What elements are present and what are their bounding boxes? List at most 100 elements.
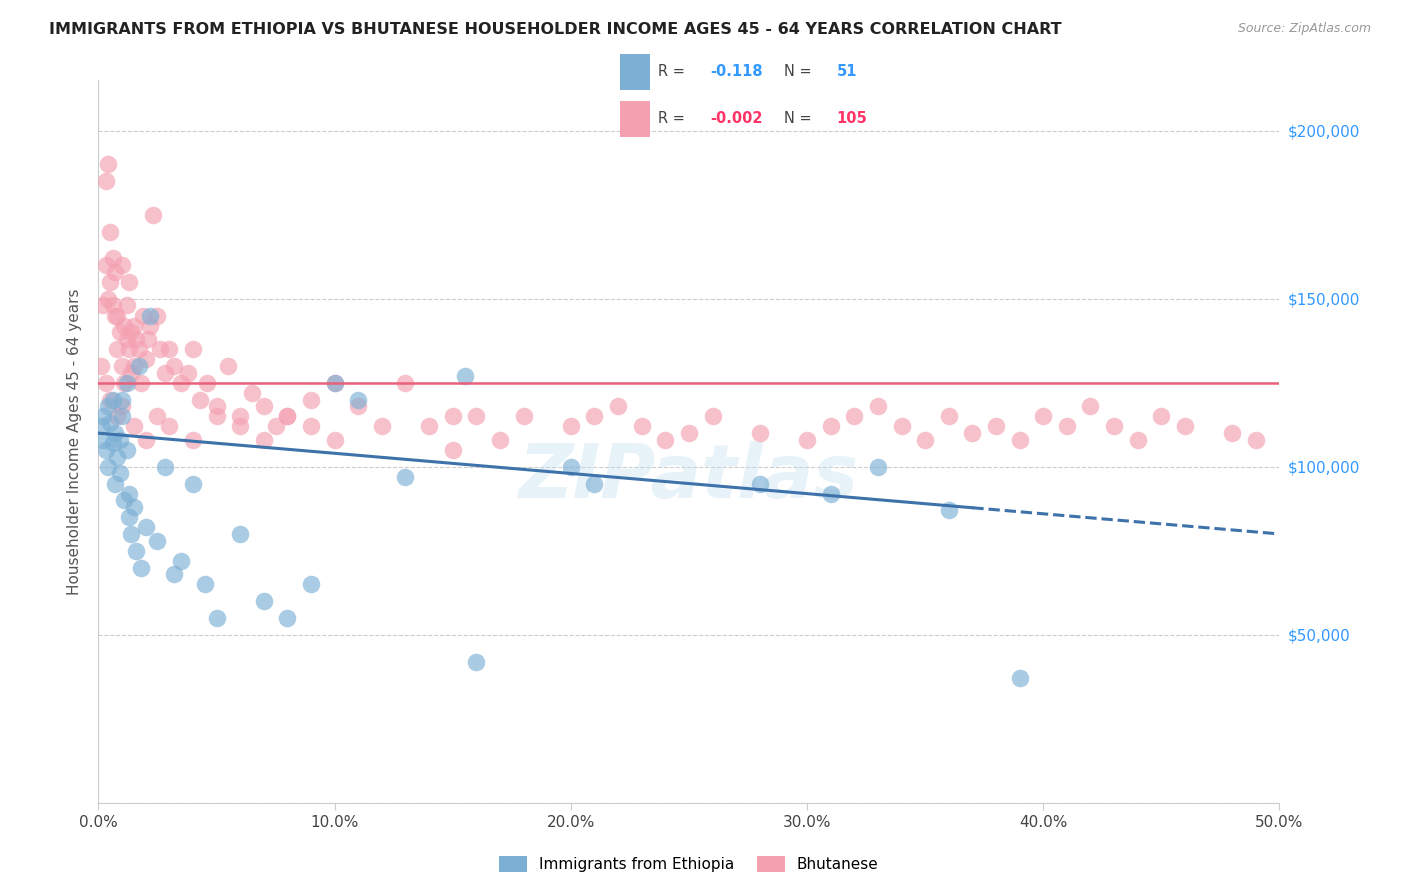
Point bbox=[115, 376, 138, 390]
Point bbox=[94, 174, 117, 188]
Point bbox=[1174, 419, 1197, 434]
Text: R =: R = bbox=[658, 64, 685, 79]
Point bbox=[139, 309, 162, 323]
Point bbox=[91, 433, 114, 447]
Point bbox=[560, 419, 582, 434]
Text: IMMIGRANTS FROM ETHIOPIA VS BHUTANESE HOUSEHOLDER INCOME AGES 45 - 64 YEARS CORR: IMMIGRANTS FROM ETHIOPIA VS BHUTANESE HO… bbox=[49, 22, 1062, 37]
Point bbox=[90, 359, 112, 373]
Point bbox=[101, 436, 124, 450]
Point bbox=[98, 275, 121, 289]
Bar bbox=[620, 101, 650, 137]
Point bbox=[108, 467, 131, 481]
Point bbox=[678, 426, 700, 441]
Point bbox=[394, 376, 416, 390]
Point bbox=[630, 419, 652, 434]
Point bbox=[94, 376, 117, 390]
Point bbox=[135, 433, 157, 447]
Point bbox=[118, 486, 141, 500]
Point bbox=[115, 298, 138, 312]
Point bbox=[984, 419, 1007, 434]
Point bbox=[181, 476, 204, 491]
Point bbox=[188, 392, 211, 407]
Point bbox=[583, 476, 606, 491]
Point bbox=[240, 385, 263, 400]
Point bbox=[1126, 433, 1149, 447]
Point bbox=[607, 399, 630, 413]
Point bbox=[938, 503, 960, 517]
Point bbox=[1080, 399, 1102, 413]
Point bbox=[146, 533, 169, 548]
Point bbox=[170, 554, 193, 568]
Point bbox=[97, 459, 120, 474]
Legend: Immigrants from Ethiopia, Bhutanese: Immigrants from Ethiopia, Bhutanese bbox=[494, 850, 884, 879]
Text: 51: 51 bbox=[837, 64, 856, 79]
Point bbox=[132, 309, 155, 323]
Point bbox=[111, 359, 134, 373]
Point bbox=[181, 342, 204, 356]
Point bbox=[104, 426, 127, 441]
Point bbox=[105, 450, 128, 464]
Point bbox=[276, 409, 298, 424]
Point bbox=[111, 258, 134, 272]
Point bbox=[181, 433, 204, 447]
Text: -0.118: -0.118 bbox=[710, 64, 763, 79]
Point bbox=[1008, 433, 1031, 447]
Point bbox=[654, 433, 676, 447]
Point bbox=[962, 426, 984, 441]
Point bbox=[820, 486, 842, 500]
Point bbox=[264, 419, 287, 434]
Point bbox=[125, 543, 148, 558]
Point bbox=[441, 442, 464, 457]
Point bbox=[121, 366, 143, 380]
Point bbox=[104, 265, 127, 279]
Point bbox=[105, 342, 128, 356]
Point bbox=[157, 419, 180, 434]
Point bbox=[866, 459, 889, 474]
Point bbox=[139, 318, 162, 333]
Point bbox=[121, 326, 143, 340]
Point bbox=[323, 433, 346, 447]
Point bbox=[299, 419, 322, 434]
Point bbox=[177, 366, 200, 380]
Point bbox=[112, 493, 135, 508]
Bar bbox=[620, 54, 650, 90]
Point bbox=[112, 318, 135, 333]
Point bbox=[129, 376, 152, 390]
Point bbox=[465, 409, 488, 424]
Point bbox=[299, 392, 322, 407]
Point bbox=[229, 409, 252, 424]
Point bbox=[748, 476, 770, 491]
Point bbox=[441, 409, 464, 424]
Point bbox=[128, 342, 150, 356]
Point bbox=[702, 409, 724, 424]
Point bbox=[112, 376, 135, 390]
Point bbox=[98, 416, 121, 430]
Point bbox=[1102, 419, 1125, 434]
Point bbox=[122, 419, 145, 434]
Point bbox=[122, 500, 145, 514]
Point bbox=[115, 442, 138, 457]
Point bbox=[118, 342, 141, 356]
Point bbox=[229, 419, 252, 434]
Point bbox=[253, 594, 276, 608]
Point bbox=[94, 442, 117, 457]
Point bbox=[276, 611, 298, 625]
Point bbox=[142, 208, 165, 222]
Point bbox=[111, 409, 134, 424]
Text: R =: R = bbox=[658, 111, 685, 126]
Point bbox=[796, 433, 818, 447]
Point bbox=[394, 470, 416, 484]
Point bbox=[118, 275, 141, 289]
Point bbox=[146, 309, 169, 323]
Point bbox=[1008, 672, 1031, 686]
Point bbox=[465, 655, 488, 669]
Point bbox=[253, 399, 276, 413]
Point bbox=[121, 527, 143, 541]
Point bbox=[820, 419, 842, 434]
Point bbox=[104, 476, 127, 491]
Point bbox=[195, 376, 218, 390]
Point bbox=[163, 567, 186, 582]
Text: N =: N = bbox=[785, 64, 811, 79]
Point bbox=[94, 258, 117, 272]
Point bbox=[91, 409, 114, 424]
